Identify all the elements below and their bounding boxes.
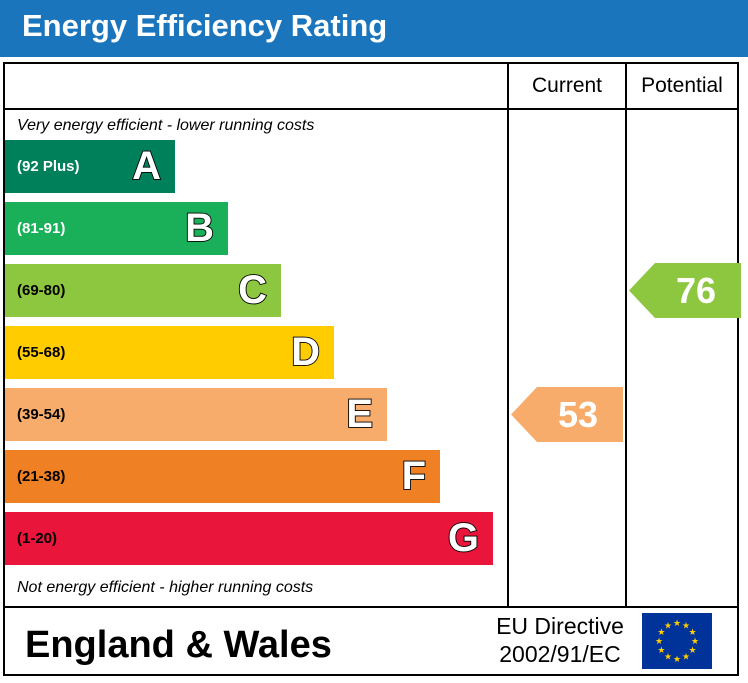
potential-column-header: Potential bbox=[641, 74, 723, 97]
top-note: Very energy efficient - lower running co… bbox=[17, 117, 315, 134]
current-column-divider bbox=[507, 64, 509, 608]
band-f: (21-38) F bbox=[5, 450, 440, 503]
band-letter: C bbox=[237, 267, 268, 313]
band-range-label: (39-54) bbox=[17, 406, 66, 423]
flag-star: ★ bbox=[689, 645, 697, 655]
region-label: England & Wales bbox=[25, 624, 332, 666]
band-letter: E bbox=[345, 391, 373, 437]
band-letter: G bbox=[447, 515, 480, 561]
band-letter: B bbox=[184, 205, 215, 251]
band-b: (81-91) B bbox=[5, 202, 228, 255]
title-banner: Energy Efficiency Rating bbox=[0, 0, 748, 57]
band-range-label: (21-38) bbox=[17, 468, 66, 485]
band-a: (92 Plus) A bbox=[5, 140, 175, 193]
band-range-label: (81-91) bbox=[17, 220, 66, 237]
band-range-label: (55-68) bbox=[17, 344, 66, 361]
bottom-note: Not energy efficient - higher running co… bbox=[17, 579, 314, 596]
directive-line-1: EU Directive bbox=[496, 613, 624, 639]
flag-star: ★ bbox=[682, 652, 690, 662]
current-column-header: Current bbox=[531, 74, 603, 97]
potential-rating-value: 76 bbox=[675, 270, 717, 311]
band-g: (1-20) G bbox=[5, 512, 493, 565]
flag-star: ★ bbox=[689, 627, 697, 637]
band-range-label: (1-20) bbox=[17, 530, 58, 547]
potential-column-divider bbox=[625, 64, 627, 608]
band-d: (55-68) D bbox=[5, 326, 334, 379]
flag-star: ★ bbox=[682, 620, 690, 630]
band-range-label: (92 Plus) bbox=[17, 158, 80, 175]
flag-star: ★ bbox=[657, 645, 665, 655]
band-letter: D bbox=[290, 329, 321, 375]
band-range-label: (69-80) bbox=[17, 282, 66, 299]
flag-star: ★ bbox=[655, 636, 663, 646]
band-letter: A bbox=[131, 143, 162, 189]
potential-rating-arrow: 76 bbox=[629, 263, 741, 318]
flag-star: ★ bbox=[664, 652, 672, 662]
page-title: Energy Efficiency Rating bbox=[22, 8, 388, 43]
band-c: (69-80) C bbox=[5, 264, 281, 317]
flag-star: ★ bbox=[664, 620, 672, 630]
band-e: (39-54) E bbox=[5, 388, 387, 441]
flag-star: ★ bbox=[691, 636, 699, 646]
flag-star: ★ bbox=[673, 618, 681, 628]
potential-arrow-shape bbox=[629, 263, 741, 318]
current-rating-value: 53 bbox=[557, 394, 599, 435]
rating-chart: Current Potential Very energy efficient … bbox=[3, 62, 741, 676]
header-divider bbox=[5, 108, 737, 110]
flag-star: ★ bbox=[657, 627, 665, 637]
footer-divider bbox=[5, 606, 737, 608]
directive-line-2: 2002/91/EC bbox=[499, 641, 621, 667]
current-rating-arrow: 53 bbox=[511, 387, 623, 442]
current-arrow-shape bbox=[511, 387, 623, 442]
flag-star: ★ bbox=[673, 654, 681, 664]
eu-directive: EU Directive 2002/91/EC bbox=[485, 612, 635, 668]
band-letter: F bbox=[401, 453, 427, 499]
eu-flag-icon: ★ ★ ★ ★ ★ ★ ★ ★ ★ ★ ★ ★ bbox=[642, 613, 712, 669]
